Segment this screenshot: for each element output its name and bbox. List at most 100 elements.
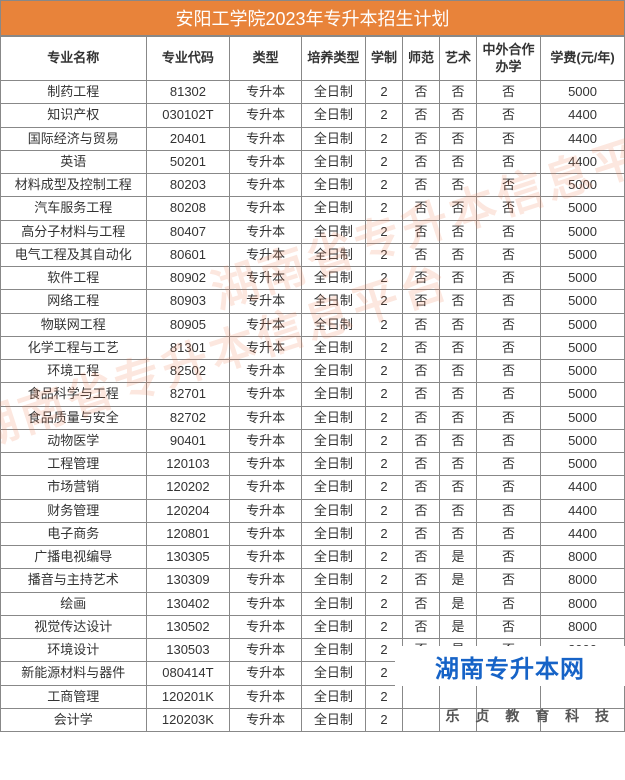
- table-row: 知识产权030102T专升本全日制2否否否4400: [1, 104, 625, 127]
- table-cell: 5000: [541, 243, 625, 266]
- column-header: 专业代码: [146, 37, 230, 81]
- table-cell: 2: [366, 197, 403, 220]
- table-cell: 专升本: [230, 569, 302, 592]
- table-cell: 专升本: [230, 104, 302, 127]
- table-cell: 否: [476, 220, 540, 243]
- table-cell: 否: [402, 476, 439, 499]
- table-cell: 120201K: [146, 685, 230, 708]
- table-cell: 否: [402, 406, 439, 429]
- column-header: 专业名称: [1, 37, 147, 81]
- table-cell: 否: [476, 243, 540, 266]
- table-cell: 全日制: [301, 336, 365, 359]
- table-cell: 2: [366, 150, 403, 173]
- table-cell: 制药工程: [1, 81, 147, 104]
- table-cell: 专升本: [230, 150, 302, 173]
- table-cell: 80407: [146, 220, 230, 243]
- table-cell: 专升本: [230, 592, 302, 615]
- table-cell: 5000: [541, 453, 625, 476]
- column-header: 类型: [230, 37, 302, 81]
- table-cell: 2: [366, 290, 403, 313]
- table-cell: 否: [402, 174, 439, 197]
- table-cell: 2: [366, 429, 403, 452]
- table-cell: 英语: [1, 150, 147, 173]
- table-row: 汽车服务工程80208专升本全日制2否否否5000: [1, 197, 625, 220]
- table-cell: 否: [402, 127, 439, 150]
- table-row: 材料成型及控制工程80203专升本全日制2否否否5000: [1, 174, 625, 197]
- table-cell: 否: [476, 81, 540, 104]
- table-cell: 4400: [541, 127, 625, 150]
- table-cell: 全日制: [301, 383, 365, 406]
- table-cell: 50201: [146, 150, 230, 173]
- table-cell: 否: [476, 360, 540, 383]
- table-cell: 2: [366, 453, 403, 476]
- table-cell: 专升本: [230, 220, 302, 243]
- table-cell: 否: [476, 522, 540, 545]
- table-cell: 否: [439, 290, 476, 313]
- column-header: 师范: [402, 37, 439, 81]
- table-cell: 否: [476, 290, 540, 313]
- table-cell: 8000: [541, 569, 625, 592]
- table-row: 高分子材料与工程80407专升本全日制2否否否5000: [1, 220, 625, 243]
- table-cell: 2: [366, 569, 403, 592]
- table-cell: 否: [476, 615, 540, 638]
- table-cell: 5000: [541, 429, 625, 452]
- table-cell: 全日制: [301, 569, 365, 592]
- table-cell: 030102T: [146, 104, 230, 127]
- table-cell: 全日制: [301, 243, 365, 266]
- table-cell: 5000: [541, 267, 625, 290]
- table-cell: 否: [402, 453, 439, 476]
- table-cell: 130502: [146, 615, 230, 638]
- table-cell: 否: [439, 476, 476, 499]
- table-cell: 全日制: [301, 360, 365, 383]
- table-cell: 专升本: [230, 546, 302, 569]
- page-title: 安阳工学院2023年专升本招生计划: [0, 0, 625, 36]
- table-cell: 汽车服务工程: [1, 197, 147, 220]
- column-header: 学费(元/年): [541, 37, 625, 81]
- table-cell: 否: [476, 313, 540, 336]
- table-cell: 80902: [146, 267, 230, 290]
- table-cell: 全日制: [301, 313, 365, 336]
- table-cell: 工程管理: [1, 453, 147, 476]
- table-cell: 否: [402, 499, 439, 522]
- table-cell: 材料成型及控制工程: [1, 174, 147, 197]
- column-header: 学制: [366, 37, 403, 81]
- table-cell: 5000: [541, 360, 625, 383]
- table-cell: 否: [402, 290, 439, 313]
- table-cell: 全日制: [301, 499, 365, 522]
- table-row: 电气工程及其自动化80601专升本全日制2否否否5000: [1, 243, 625, 266]
- table-cell: 环境工程: [1, 360, 147, 383]
- table-row: 工程管理120103专升本全日制2否否否5000: [1, 453, 625, 476]
- table-cell: 专升本: [230, 197, 302, 220]
- table-cell: 2: [366, 383, 403, 406]
- table-row: 软件工程80902专升本全日制2否否否5000: [1, 267, 625, 290]
- table-cell: 否: [402, 429, 439, 452]
- table-cell: 否: [476, 104, 540, 127]
- table-cell: 工商管理: [1, 685, 147, 708]
- table-cell: 专升本: [230, 499, 302, 522]
- table-cell: 否: [402, 220, 439, 243]
- table-cell: 全日制: [301, 546, 365, 569]
- table-cell: 全日制: [301, 406, 365, 429]
- table-cell: 高分子材料与工程: [1, 220, 147, 243]
- table-cell: 2: [366, 360, 403, 383]
- table-cell: 是: [439, 569, 476, 592]
- table-cell: 5000: [541, 313, 625, 336]
- table-row: 市场营销120202专升本全日制2否否否4400: [1, 476, 625, 499]
- table-cell: 4400: [541, 499, 625, 522]
- table-row: 食品质量与安全82702专升本全日制2否否否5000: [1, 406, 625, 429]
- column-header: 培养类型: [301, 37, 365, 81]
- table-cell: 否: [439, 383, 476, 406]
- table-cell: 2: [366, 243, 403, 266]
- table-cell: 全日制: [301, 429, 365, 452]
- table-cell: 化学工程与工艺: [1, 336, 147, 359]
- table-cell: 否: [476, 476, 540, 499]
- table-cell: 全日制: [301, 615, 365, 638]
- table-cell: 视觉传达设计: [1, 615, 147, 638]
- table-cell: 2: [366, 546, 403, 569]
- table-cell: 否: [402, 197, 439, 220]
- table-row: 播音与主持艺术130309专升本全日制2否是否8000: [1, 569, 625, 592]
- table-cell: 广播电视编导: [1, 546, 147, 569]
- table-row: 制药工程81302专升本全日制2否否否5000: [1, 81, 625, 104]
- table-cell: 全日制: [301, 174, 365, 197]
- table-cell: 否: [439, 220, 476, 243]
